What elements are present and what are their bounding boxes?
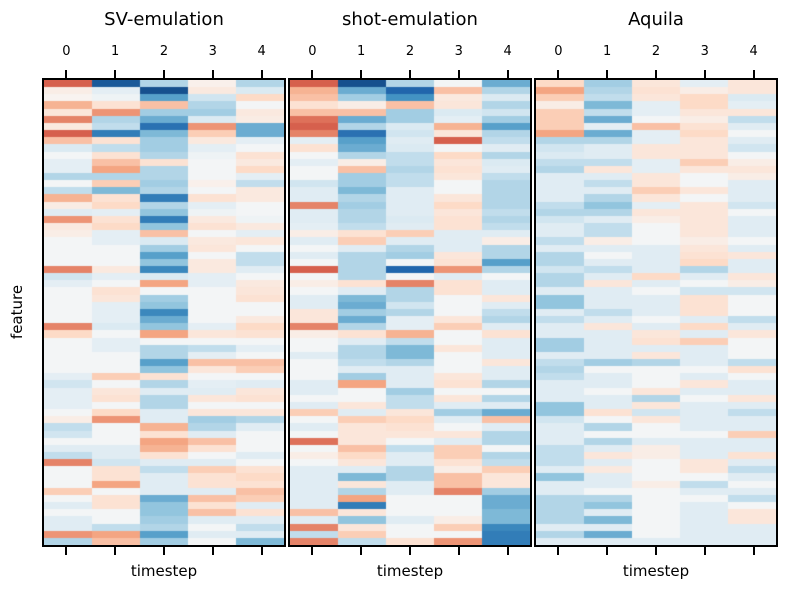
x-tick: [703, 70, 706, 78]
x-tick-labels: 0 1 2 3 4: [42, 43, 286, 60]
x-tick: [114, 70, 117, 78]
heatmap-canvas-aquila: [536, 80, 776, 545]
x-tick-label: 2: [405, 44, 415, 59]
x-tick: [360, 70, 363, 78]
x-tick: [260, 547, 263, 555]
x-tick: [557, 70, 560, 78]
x-tick-label: 3: [454, 44, 463, 59]
x-tick-labels: 0 1 2 3 4: [534, 43, 778, 60]
heatmap-frame: [288, 78, 532, 547]
x-axis-label: timestep: [130, 562, 198, 580]
x-ticks-top: [534, 70, 778, 78]
x-tick-label: 4: [503, 44, 512, 59]
x-tick: [311, 70, 314, 78]
x-tick-label: 2: [651, 44, 661, 59]
x-tick-labels: 0 1 2 3 4: [288, 43, 532, 60]
x-ticks-top: [288, 70, 532, 78]
x-ticks-top: [42, 70, 286, 78]
x-tick-label: 0: [554, 44, 563, 59]
x-tick: [703, 547, 706, 555]
heatmap-canvas-sv-emulation: [44, 80, 284, 545]
x-tick: [606, 547, 609, 555]
x-tick: [655, 547, 657, 555]
y-axis-label: feature: [8, 284, 26, 340]
panel-title: Aquila: [628, 9, 684, 30]
x-axis-label: timestep: [376, 562, 444, 580]
x-tick: [409, 547, 411, 555]
panel-aquila: Aquila 0 1 2 3 4 timestep: [534, 0, 778, 600]
x-tick-label: 1: [357, 44, 366, 59]
x-tick: [260, 70, 263, 78]
x-tick-label: 0: [308, 44, 317, 59]
heatmap-frame: [42, 78, 286, 547]
panel-title: shot-emulation: [342, 9, 478, 30]
x-tick: [506, 547, 509, 555]
x-ticks-bottom: [534, 547, 778, 555]
x-tick: [457, 547, 460, 555]
x-tick: [506, 70, 509, 78]
x-axis-label: timestep: [622, 562, 690, 580]
x-tick: [311, 547, 314, 555]
x-tick: [457, 70, 460, 78]
x-tick: [65, 547, 68, 555]
x-tick: [163, 70, 165, 78]
panel-shot-emulation: shot-emulation 0 1 2 3 4 timestep: [288, 0, 532, 600]
x-ticks-bottom: [42, 547, 286, 555]
x-tick: [557, 547, 560, 555]
x-tick-label: 2: [159, 44, 169, 59]
x-tick: [409, 70, 411, 78]
x-tick-label: 1: [111, 44, 120, 59]
x-tick-label: 0: [62, 44, 71, 59]
x-tick-label: 3: [700, 44, 709, 59]
x-tick: [114, 547, 117, 555]
x-tick: [211, 70, 214, 78]
panel-sv-emulation: SV-emulation 0 1 2 3 4 timestep: [42, 0, 286, 600]
x-tick-label: 4: [257, 44, 266, 59]
x-tick-label: 3: [208, 44, 217, 59]
x-tick: [752, 547, 755, 555]
x-tick: [752, 70, 755, 78]
x-tick: [163, 547, 165, 555]
panel-title: SV-emulation: [104, 9, 224, 30]
x-tick: [65, 70, 68, 78]
x-tick-label: 1: [603, 44, 612, 59]
heatmap-frame: [534, 78, 778, 547]
x-ticks-bottom: [288, 547, 532, 555]
x-tick: [360, 547, 363, 555]
x-tick: [606, 70, 609, 78]
heatmap-canvas-shot-emulation: [290, 80, 530, 545]
x-tick-label: 4: [749, 44, 758, 59]
x-tick: [211, 547, 214, 555]
x-tick: [655, 70, 657, 78]
